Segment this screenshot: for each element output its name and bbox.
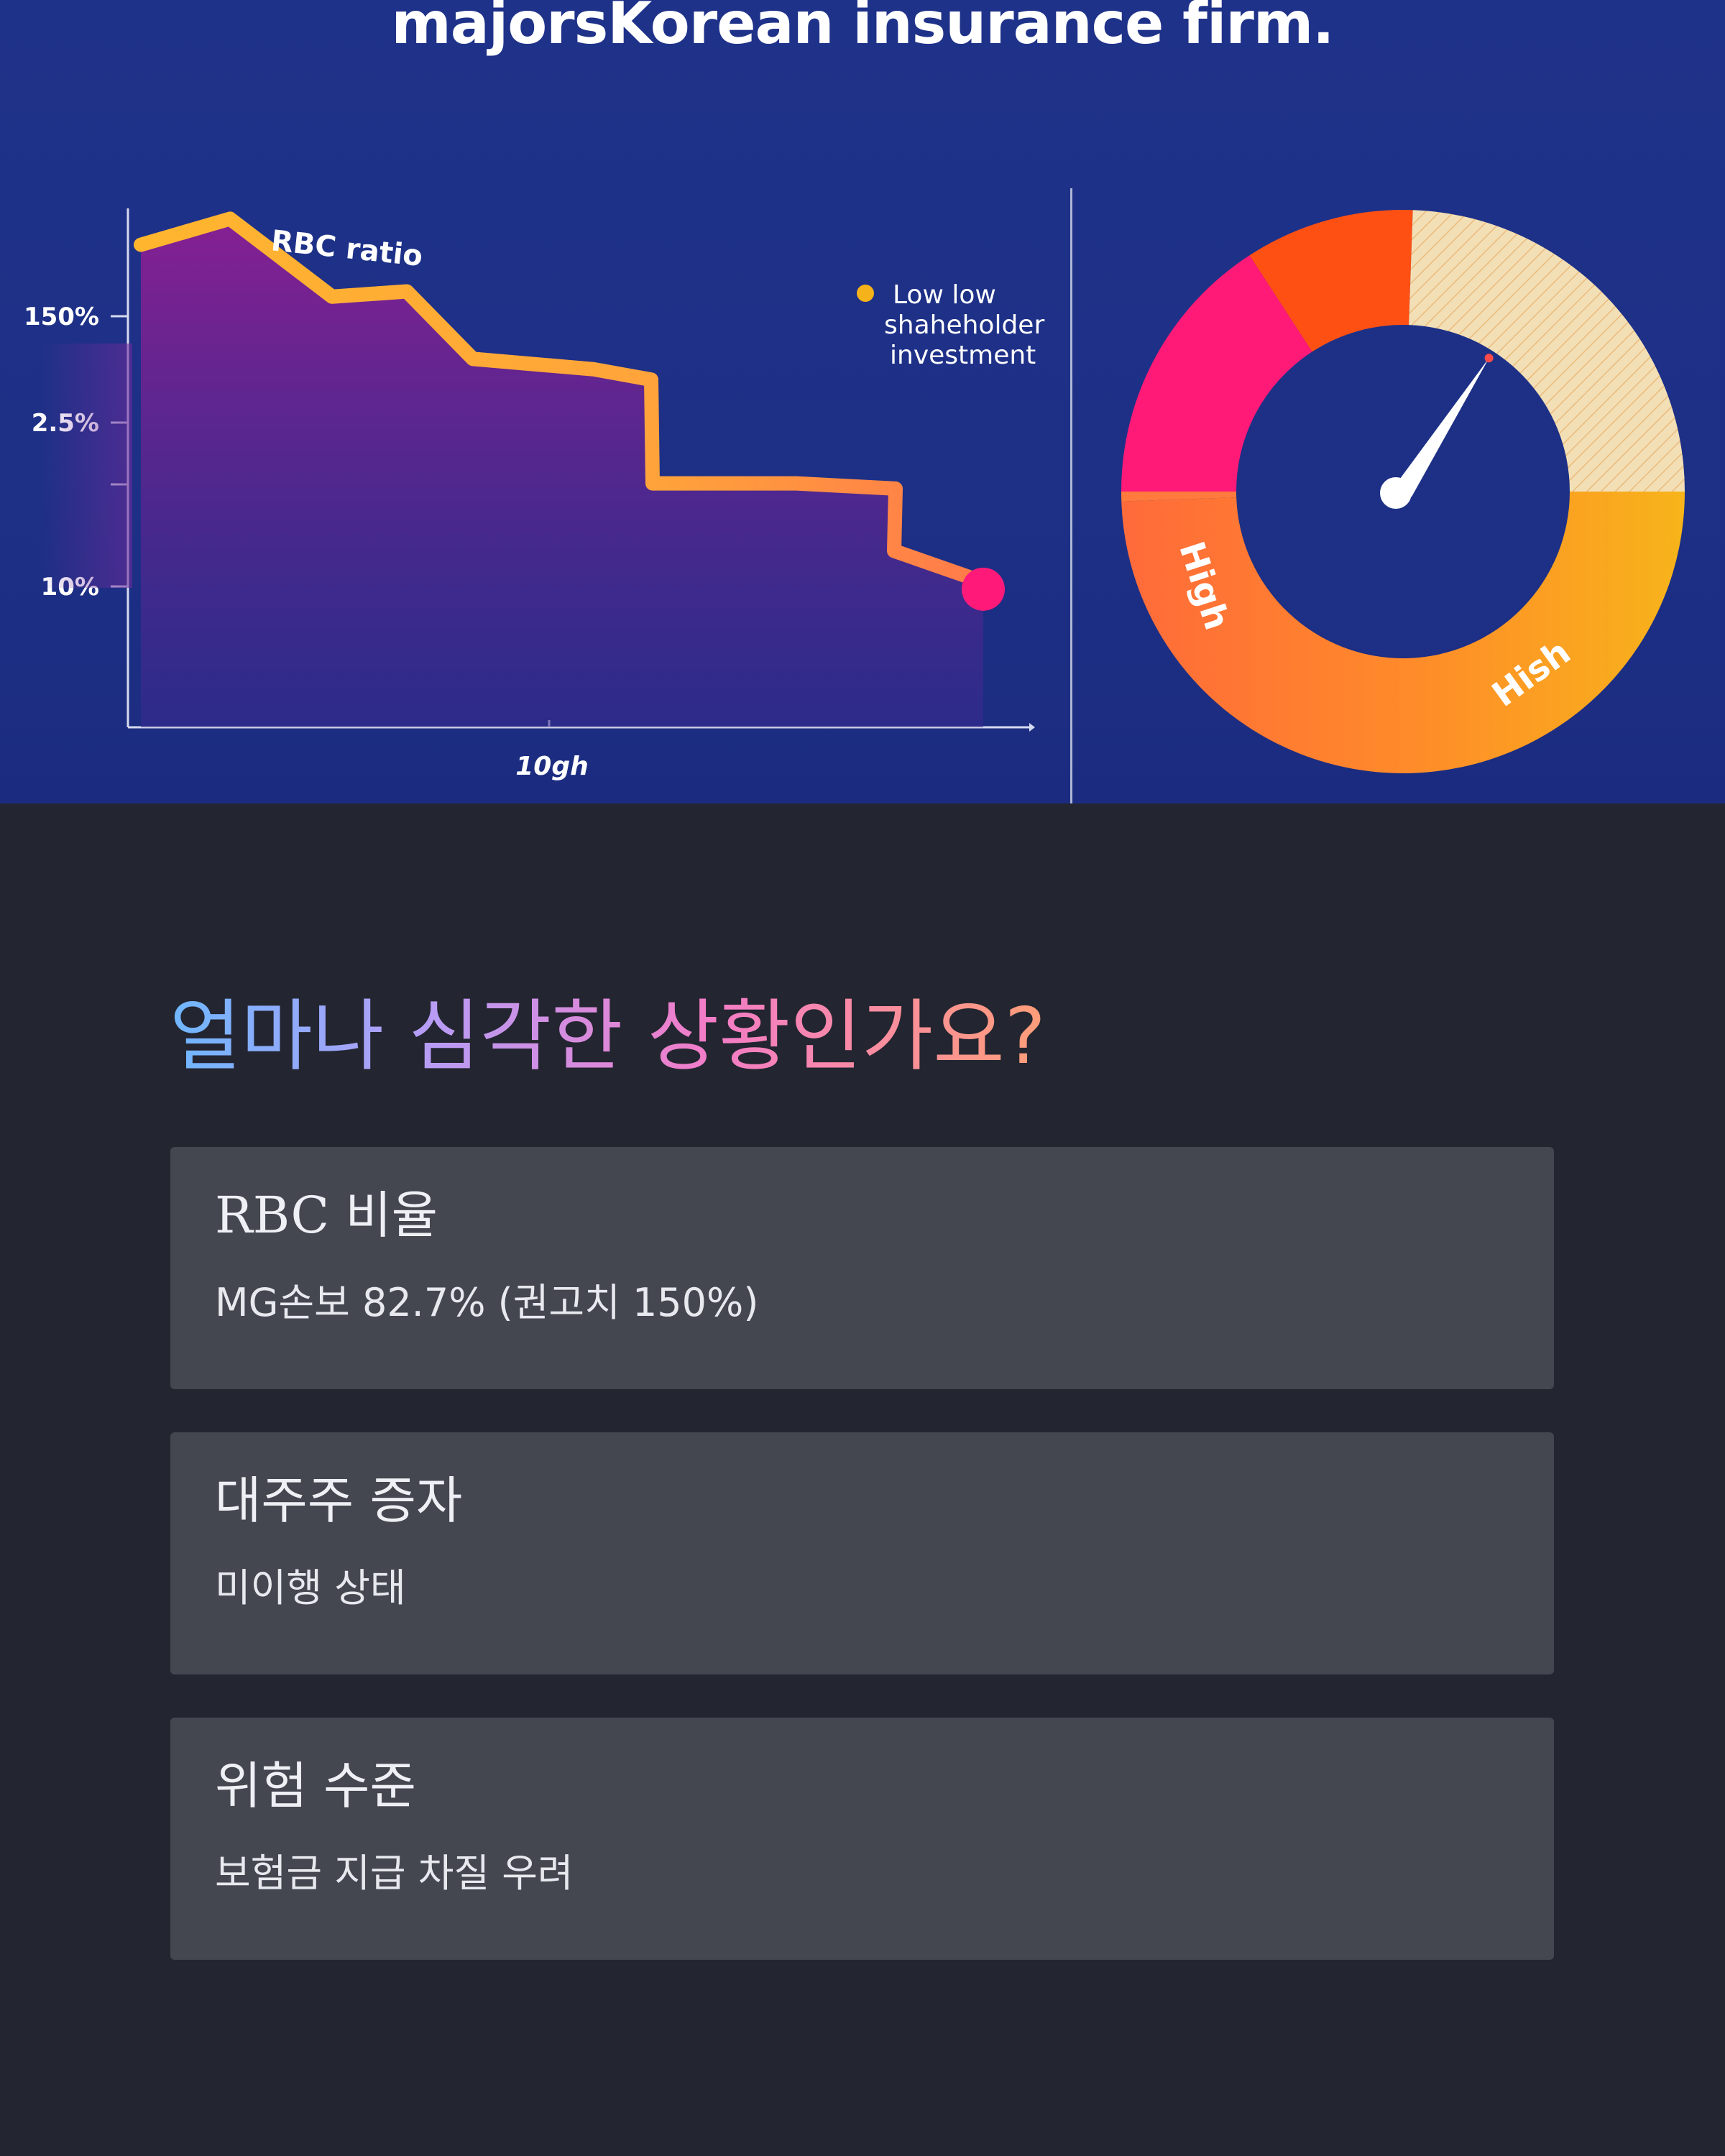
- legend-dot: [857, 285, 874, 302]
- legend-label: Low low: [893, 280, 996, 310]
- card-desc: 미이행 상태: [215, 1565, 406, 1611]
- legend-label: shaheholder: [884, 310, 1044, 340]
- card-title: 위험 수준: [215, 1756, 416, 1815]
- gauge-segment-low: [1121, 492, 1685, 774]
- card-title: 대주주 증자: [215, 1471, 463, 1530]
- gauge-segment-gap: [1121, 492, 1237, 502]
- gauge-segment-hatched: [1409, 210, 1685, 492]
- card-desc: 보험금 지급 차질 우려: [215, 1851, 574, 1896]
- area-fade: [39, 344, 132, 588]
- gauge-needle-tip: [1484, 354, 1494, 363]
- gauge-needle: [1394, 358, 1489, 497]
- panel-divider: [1070, 188, 1072, 803]
- legend-label: investment: [890, 341, 1036, 370]
- card-title: RBC 비율: [215, 1186, 438, 1245]
- section-heading: 얼마나 심각한 상황인가요?: [170, 990, 1046, 1084]
- card-rbc-ratio: RBC 비율 MG손보 82.7% (권고치 150%): [170, 1147, 1554, 1389]
- gauge-segment-pink: [1121, 255, 1312, 492]
- y-tick-label: 150%: [24, 303, 99, 331]
- card-major-shareholder: 대주주 증자 미이행 상태: [170, 1432, 1554, 1674]
- series-line: [134, 211, 990, 589]
- series-area: [141, 218, 983, 727]
- hero-title: majorsKorean insurance firm.: [391, 0, 1334, 57]
- x-axis-label: 10gh: [515, 752, 589, 781]
- card-desc: MG손보 82.7% (권고치 150%): [215, 1280, 759, 1325]
- hero-infographic: majorsKorean insurance firm.: [0, 0, 1725, 803]
- gauge-needle-hub: [1380, 477, 1412, 509]
- card-risk-level: 위험 수준 보험금 지급 차질 우려: [170, 1718, 1554, 1960]
- gauge-segment-red: [1249, 210, 1413, 352]
- x-axis-arrow: [1029, 723, 1035, 732]
- end-point-marker: [962, 567, 1005, 611]
